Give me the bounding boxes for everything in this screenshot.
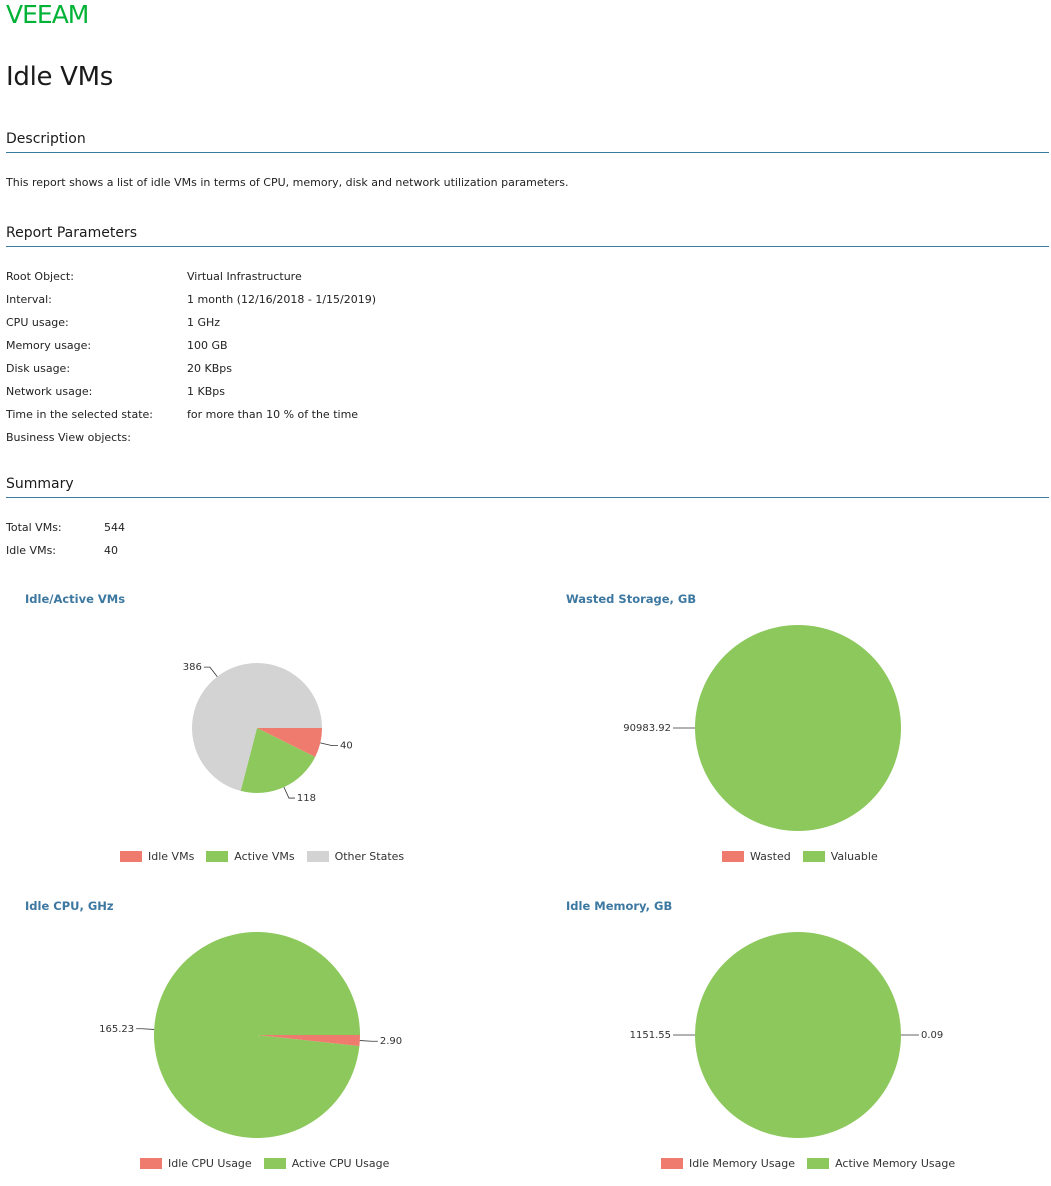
data-label: 118 bbox=[297, 793, 316, 804]
legend-idle-active-vms: Idle VMs Active VMs Other States bbox=[120, 850, 404, 863]
description-text: This report shows a list of idle VMs in … bbox=[6, 176, 569, 189]
legend-swatch bbox=[263, 1158, 286, 1169]
param-value: 1 KBps bbox=[187, 385, 225, 398]
legend-item: Other States bbox=[306, 850, 405, 863]
summary-label: Idle VMs: bbox=[6, 544, 56, 557]
legend-swatch bbox=[722, 851, 744, 862]
param-value: 100 GB bbox=[187, 339, 228, 352]
legend-label: Active CPU Usage bbox=[291, 1157, 390, 1170]
legend-label: Idle Memory Usage bbox=[689, 1157, 796, 1170]
legend-swatch bbox=[807, 1158, 830, 1169]
legend-swatch bbox=[306, 851, 329, 862]
pie-slice-active-vms bbox=[240, 728, 316, 793]
chart-title: Idle CPU, GHz bbox=[25, 899, 114, 913]
param-label: CPU usage: bbox=[6, 316, 69, 329]
param-value: Virtual Infrastructure bbox=[187, 270, 302, 283]
param-value: 1 GHz bbox=[187, 316, 221, 329]
legend-item: Idle VMs bbox=[120, 850, 194, 863]
pie-slice-active-memory-usage bbox=[695, 932, 901, 1138]
legend-label: Other States bbox=[334, 850, 405, 863]
pie-slice-active-cpu-usage bbox=[154, 932, 360, 1139]
data-label: 40 bbox=[340, 741, 353, 752]
legend-label: Idle CPU Usage bbox=[168, 1157, 252, 1170]
leader-line bbox=[136, 1028, 155, 1030]
legend-swatch bbox=[661, 1158, 683, 1169]
veeam-logo-mark: VEEAM bbox=[6, 0, 89, 29]
legend-label: Idle VMs bbox=[148, 850, 195, 863]
legend-item: Active VMs bbox=[206, 850, 295, 863]
data-label: 165.23 bbox=[99, 1024, 134, 1035]
legend-label: Active Memory Usage bbox=[835, 1157, 956, 1170]
legend-swatch bbox=[802, 851, 825, 862]
data-label: 2.90 bbox=[380, 1036, 402, 1047]
param-label: Network usage: bbox=[6, 385, 93, 398]
leader-line bbox=[359, 1040, 378, 1042]
param-label: Root Object: bbox=[6, 270, 74, 283]
legend-swatch bbox=[120, 851, 142, 862]
data-label: 1151.55 bbox=[630, 1030, 671, 1041]
legend-item: Active Memory Usage bbox=[807, 1157, 955, 1170]
leader-line bbox=[283, 786, 295, 799]
legend-wasted-storage: Wasted Valuable bbox=[722, 850, 878, 863]
legend-swatch bbox=[206, 851, 229, 862]
logo-text: VEEAM bbox=[6, 0, 88, 29]
legend-item: Active CPU Usage bbox=[263, 1157, 390, 1170]
leader-line bbox=[320, 742, 338, 747]
legend-item: Idle CPU Usage bbox=[140, 1157, 252, 1170]
param-label: Time in the selected state: bbox=[6, 408, 153, 421]
legend-idle-memory: Idle Memory Usage Active Memory Usage bbox=[661, 1157, 955, 1170]
legend-label: Active VMs bbox=[234, 850, 295, 863]
legend-item: Idle Memory Usage bbox=[661, 1157, 795, 1170]
summary-value: 544 bbox=[104, 521, 125, 534]
param-value: 20 KBps bbox=[187, 362, 232, 375]
section-summary-heading: Summary bbox=[6, 476, 1049, 498]
param-value: for more than 10 % of the time bbox=[187, 408, 359, 421]
data-label: 90983.92 bbox=[623, 723, 671, 734]
pie-slice-idle-vms bbox=[257, 728, 322, 757]
legend-swatch bbox=[140, 1158, 162, 1169]
legend-label: Valuable bbox=[830, 850, 878, 863]
param-label: Disk usage: bbox=[6, 362, 71, 375]
legend-label: Wasted bbox=[750, 850, 791, 863]
chart-title: Wasted Storage, GB bbox=[566, 592, 697, 606]
pie-slice-idle-cpu-usage bbox=[257, 1035, 360, 1047]
chart-title: Idle/Active VMs bbox=[25, 592, 126, 606]
chart-title: Idle Memory, GB bbox=[566, 899, 673, 913]
data-label: 0.09 bbox=[921, 1030, 943, 1041]
param-label: Interval: bbox=[6, 293, 52, 306]
summary-label: Total VMs: bbox=[6, 521, 62, 534]
legend-item: Valuable bbox=[802, 850, 878, 863]
page-title: Idle VMs bbox=[6, 62, 114, 92]
data-label: 386 bbox=[183, 662, 202, 673]
pie-slice-valuable bbox=[695, 625, 901, 831]
param-label: Memory usage: bbox=[6, 339, 92, 352]
veeam-logo: VEEAM bbox=[6, 0, 120, 29]
pie-slice-other-states bbox=[191, 663, 322, 791]
legend-idle-cpu: Idle CPU Usage Active CPU Usage bbox=[140, 1157, 389, 1170]
param-label: Business View objects: bbox=[6, 431, 131, 444]
leader-line bbox=[203, 666, 218, 677]
legend-item: Wasted bbox=[722, 850, 791, 863]
section-description-heading: Description bbox=[6, 131, 1049, 153]
param-value: 1 month (12/16/2018 - 1/15/2019) bbox=[187, 293, 377, 306]
summary-value: 40 bbox=[104, 544, 118, 557]
section-parameters-heading: Report Parameters bbox=[6, 225, 1049, 247]
